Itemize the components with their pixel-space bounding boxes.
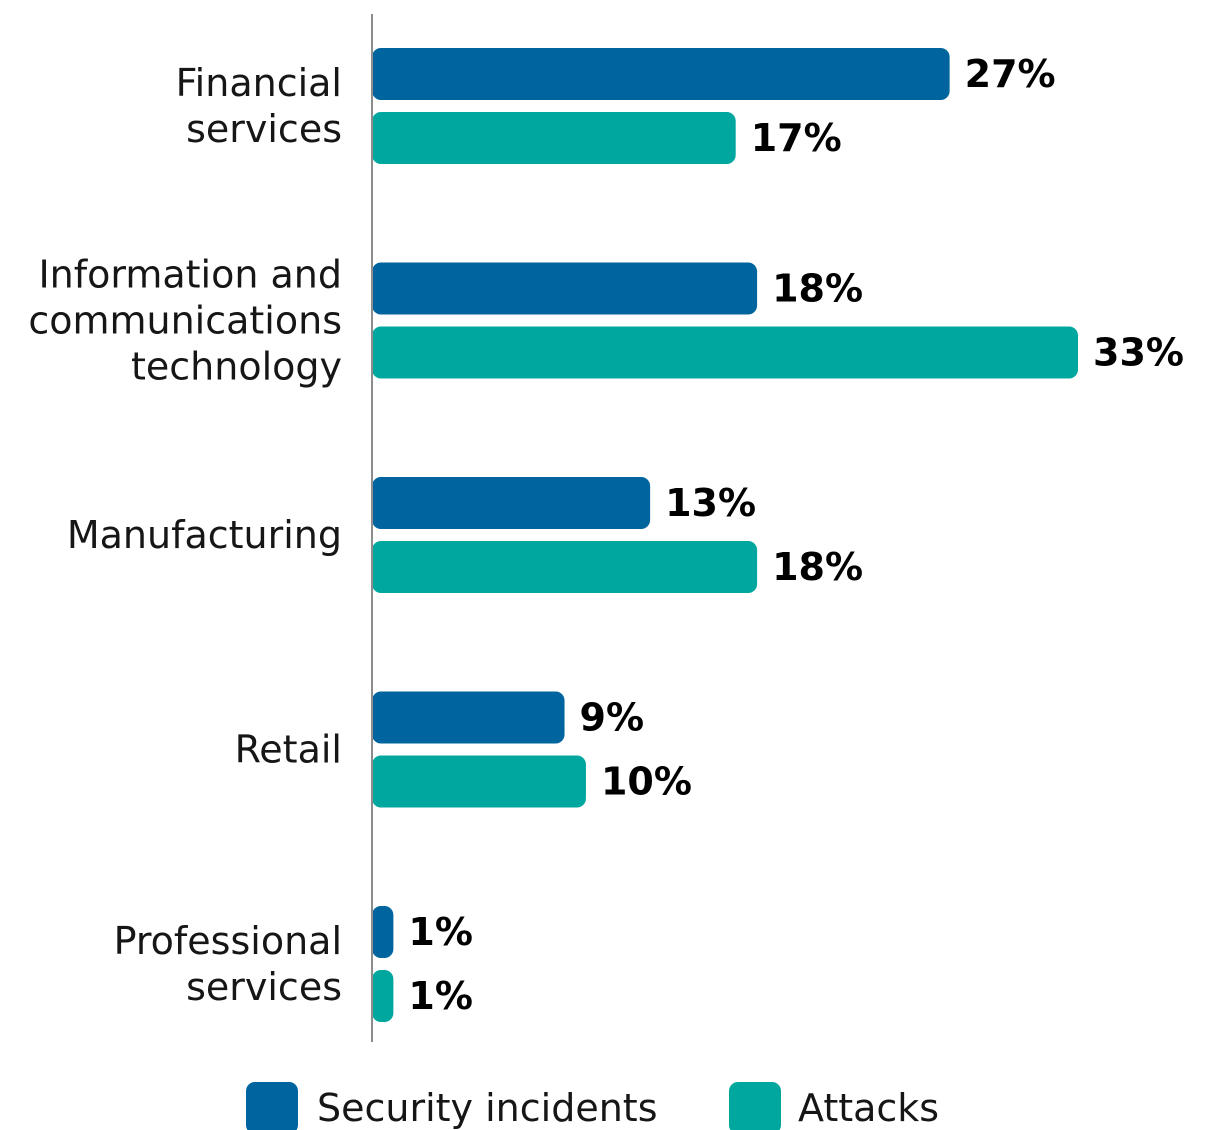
bars — [372, 48, 1078, 1022]
value-label: 13% — [665, 481, 756, 525]
category-label-line: services — [186, 965, 342, 1009]
value-label: 1% — [408, 910, 473, 954]
category-label-line: communications — [28, 299, 342, 343]
category-label: Financial services — [176, 61, 342, 151]
value-label: 10% — [601, 760, 692, 804]
bar-security-incidents — [372, 48, 950, 100]
bar-attacks — [372, 112, 736, 164]
category-label: Information and communications technology — [28, 253, 342, 389]
category-label-line: Information and — [38, 253, 342, 297]
bar-attacks — [372, 970, 394, 1022]
legend: Security incidents Attacks — [246, 1082, 939, 1130]
bar-attacks — [372, 755, 586, 808]
value-label: 33% — [1093, 331, 1184, 375]
value-label: 1% — [408, 974, 473, 1018]
value-label: 18% — [772, 545, 863, 589]
bar-security-incidents — [372, 477, 651, 529]
bar-security-incidents — [372, 262, 758, 315]
value-label: 27% — [965, 52, 1056, 96]
value-label: 17% — [751, 116, 842, 160]
category-label: Retail — [235, 728, 342, 772]
bar-attacks — [372, 541, 758, 593]
category-label-line: Retail — [235, 728, 342, 772]
bar-security-incidents — [372, 691, 565, 744]
category-label-line: technology — [131, 345, 342, 389]
legend-label: Security incidents — [317, 1086, 658, 1130]
category-label-line: services — [186, 107, 342, 151]
category-label-line: Manufacturing — [67, 513, 342, 557]
bar-attacks — [372, 326, 1078, 379]
category-label-line: Financial — [176, 61, 342, 105]
legend-swatch — [246, 1082, 298, 1130]
category-label: Manufacturing — [67, 513, 342, 557]
legend-swatch — [729, 1082, 781, 1130]
legend-label: Attacks — [798, 1086, 939, 1130]
value-labels: 27% 17% 18% 33% 13% 18% 9% 10% 1% 1% — [408, 52, 1184, 1018]
value-label: 18% — [772, 267, 863, 311]
value-label: 9% — [580, 696, 645, 740]
category-label: Professional services — [114, 919, 342, 1009]
bar-security-incidents — [372, 906, 394, 958]
category-label-line: Professional — [114, 919, 342, 963]
